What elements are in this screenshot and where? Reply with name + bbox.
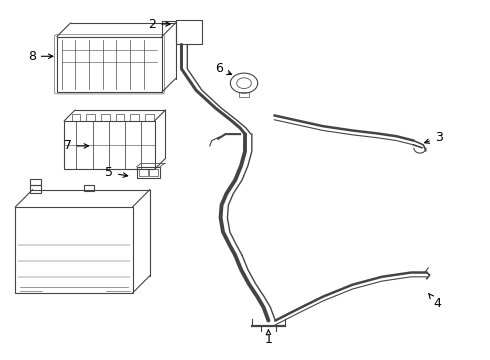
Bar [145,114,154,121]
Text: 8: 8 [28,50,53,63]
Bar [130,114,139,121]
Bar [30,179,41,185]
Bar [116,114,124,121]
Bar [101,114,110,121]
Bar [137,167,160,178]
Bar [149,168,158,176]
Bar [72,114,80,121]
Text: 6: 6 [215,62,232,75]
Text: 5: 5 [105,166,128,179]
Text: 4: 4 [429,293,441,310]
Bar [30,185,41,193]
Text: 7: 7 [64,139,89,152]
Bar [139,168,148,176]
Bar [175,21,202,44]
Text: 2: 2 [148,18,170,31]
Bar [15,207,133,293]
Text: 3: 3 [425,131,442,144]
Bar [86,114,95,121]
Text: 1: 1 [265,330,272,346]
Bar [57,37,162,92]
Bar [239,93,249,97]
Bar [64,121,155,169]
Bar [84,185,94,192]
